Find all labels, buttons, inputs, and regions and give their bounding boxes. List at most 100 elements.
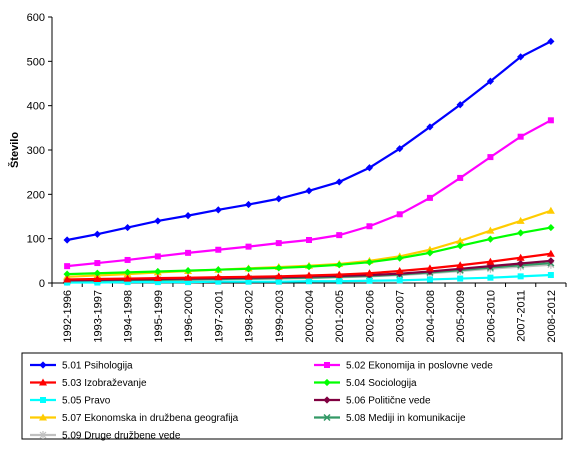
legend-label: 5.01 Psihologija xyxy=(62,361,133,372)
y-tick-label: 500 xyxy=(27,56,45,68)
y-tick-label: 300 xyxy=(27,145,45,157)
y-tick-label: 100 xyxy=(27,234,45,246)
legend-item: 5.09 Druge družbene vede xyxy=(30,431,181,442)
data-point xyxy=(396,211,403,218)
data-point xyxy=(185,279,192,286)
data-point xyxy=(547,223,555,232)
data-point xyxy=(456,101,464,109)
data-point xyxy=(123,268,132,276)
data-point xyxy=(425,245,434,253)
data-point xyxy=(456,261,465,269)
data-point xyxy=(215,246,222,253)
data-point xyxy=(547,37,555,45)
data-point xyxy=(426,194,433,201)
data-point xyxy=(547,257,555,265)
series-1 xyxy=(63,37,555,244)
data-point xyxy=(123,223,132,232)
series-3 xyxy=(63,249,555,283)
legend-swatch-marker xyxy=(323,396,331,404)
series-5 xyxy=(64,272,554,286)
series-2 xyxy=(64,117,554,270)
data-point xyxy=(517,273,524,280)
data-point xyxy=(486,226,495,234)
data-point xyxy=(335,178,343,186)
data-point xyxy=(486,262,495,270)
y-axis-title: Število xyxy=(8,132,21,168)
data-point xyxy=(305,262,313,271)
x-tick-label: 2000-2004 xyxy=(304,290,316,343)
data-point xyxy=(395,267,404,275)
data-point xyxy=(305,271,313,279)
data-point xyxy=(547,272,554,279)
data-point xyxy=(426,276,433,283)
data-point xyxy=(396,254,404,262)
x-tick-label: 1994-1998 xyxy=(123,290,135,343)
data-point xyxy=(214,206,222,214)
legend-label: 5.08 Mediji in komunikacije xyxy=(346,413,466,424)
series-layer xyxy=(63,37,555,286)
x-tick-label: 1999-2003 xyxy=(274,290,286,343)
data-point xyxy=(457,275,464,282)
data-point xyxy=(546,249,555,257)
x-tick-label: 1995-1999 xyxy=(153,290,165,343)
data-point xyxy=(487,274,494,281)
x-tick-label: 1993-1997 xyxy=(92,290,104,343)
legend-swatch-marker xyxy=(323,413,331,422)
data-point xyxy=(184,273,193,281)
legend-label: 5.05 Pravo xyxy=(62,396,111,407)
x-tick-label: 2008-2012 xyxy=(546,290,558,343)
x-tick-label: 2001-2005 xyxy=(334,290,346,343)
x-tick-label: 2005-2009 xyxy=(455,290,467,343)
data-point xyxy=(274,272,283,280)
data-point xyxy=(93,269,101,277)
data-point xyxy=(365,258,374,266)
data-point xyxy=(244,272,253,280)
x-tick-label: 2002-2006 xyxy=(364,290,376,343)
data-point xyxy=(214,266,222,274)
data-point xyxy=(365,269,374,277)
data-point xyxy=(426,123,434,131)
series-4 xyxy=(63,223,555,278)
legend-label: 5.02 Ekonomija in poslovne vede xyxy=(346,361,493,372)
data-point xyxy=(336,278,343,285)
x-tick-label: 1997-2001 xyxy=(213,290,225,343)
data-point xyxy=(124,256,131,263)
data-point xyxy=(425,264,434,272)
data-point xyxy=(456,236,465,244)
data-point xyxy=(426,249,434,257)
data-point xyxy=(153,274,162,282)
data-point xyxy=(306,236,312,243)
data-point xyxy=(184,266,192,275)
data-point xyxy=(244,200,253,209)
data-point xyxy=(275,264,283,272)
legend-item: 5.03 Izobraževanje xyxy=(30,378,147,389)
data-point xyxy=(244,265,253,273)
legend-box xyxy=(21,352,563,440)
legend-swatch-marker xyxy=(324,362,330,368)
x-tick-label: 1992-1996 xyxy=(62,290,74,343)
data-point xyxy=(486,235,495,243)
data-point xyxy=(517,53,525,61)
legend-swatch-marker xyxy=(323,378,331,387)
x-tick-label: 2004-2008 xyxy=(425,290,437,343)
data-point xyxy=(517,229,525,237)
legend-label: 5.09 Druge družbene vede xyxy=(62,431,181,442)
data-point xyxy=(366,277,373,284)
data-point xyxy=(336,232,343,239)
data-point xyxy=(94,279,101,286)
data-point xyxy=(517,259,525,268)
legend-item: 5.01 Psihologija xyxy=(30,361,133,372)
data-point xyxy=(154,267,162,276)
data-point xyxy=(275,195,283,203)
data-point xyxy=(63,275,72,283)
data-point xyxy=(547,117,554,124)
x-tick-label: 2007-2011 xyxy=(516,290,528,342)
legend-swatch-marker xyxy=(39,361,47,369)
data-point xyxy=(124,279,131,286)
x-tick-label: 2003-2007 xyxy=(395,290,407,343)
data-point xyxy=(63,236,71,244)
data-point xyxy=(516,216,525,224)
data-point xyxy=(457,174,464,181)
data-point xyxy=(396,277,403,284)
